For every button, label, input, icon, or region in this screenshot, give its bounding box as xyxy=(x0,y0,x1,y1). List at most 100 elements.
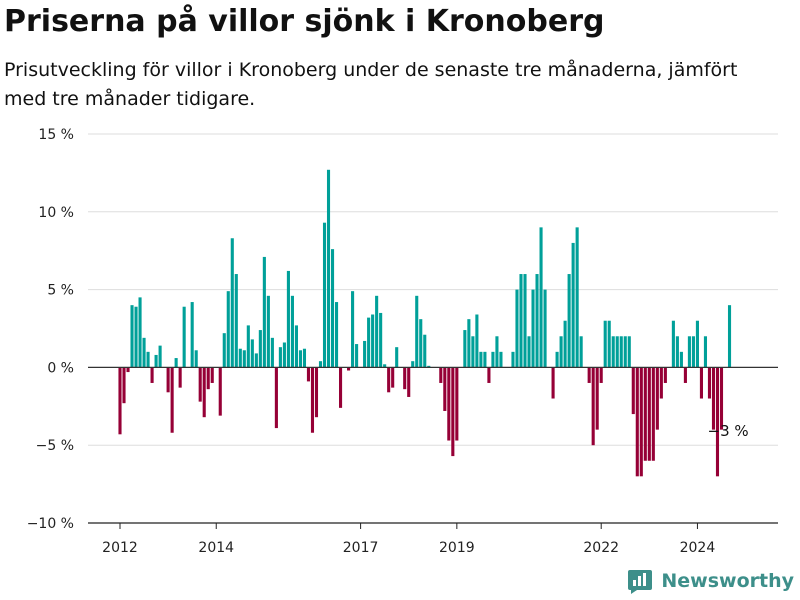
bar xyxy=(302,348,307,368)
bar xyxy=(347,367,351,371)
bar xyxy=(170,367,174,433)
bar xyxy=(395,347,399,368)
bar xyxy=(663,367,667,383)
bar xyxy=(190,302,194,368)
bar xyxy=(339,367,343,408)
bar xyxy=(623,336,627,368)
bar xyxy=(238,348,242,368)
bar xyxy=(671,320,675,368)
bar xyxy=(242,350,246,368)
bar xyxy=(194,350,198,368)
bar xyxy=(439,367,443,383)
newsworthy-logo: Newsworthy xyxy=(627,568,794,594)
bar xyxy=(719,367,724,430)
bar xyxy=(355,344,359,368)
bar xyxy=(383,364,387,368)
last-value-annotation: −3 % xyxy=(708,422,749,440)
bar xyxy=(571,242,575,368)
bar xyxy=(523,274,527,368)
bar xyxy=(138,297,142,368)
bar xyxy=(150,367,154,383)
x-tick-label: 2024 xyxy=(680,540,716,556)
bar xyxy=(218,367,222,416)
bar xyxy=(290,295,294,368)
bar xyxy=(427,365,431,368)
bar xyxy=(635,367,639,477)
x-tick-label: 2022 xyxy=(583,540,619,556)
bar xyxy=(651,367,655,461)
bar xyxy=(487,367,491,383)
bar xyxy=(531,289,535,368)
bar xyxy=(210,367,214,383)
bar xyxy=(419,319,423,368)
bar xyxy=(559,336,563,368)
bar xyxy=(367,317,371,368)
bar xyxy=(643,367,647,461)
bar xyxy=(543,289,547,368)
bar xyxy=(463,330,467,368)
bar xyxy=(146,351,150,368)
bar xyxy=(230,238,234,368)
bar xyxy=(306,367,311,382)
bar xyxy=(711,367,716,430)
bar xyxy=(310,367,315,433)
bar xyxy=(351,291,355,368)
bar xyxy=(683,367,687,383)
bar xyxy=(363,340,367,368)
bar xyxy=(403,367,407,390)
bar xyxy=(254,353,258,368)
bar xyxy=(246,325,250,368)
bar xyxy=(483,351,487,368)
bar xyxy=(250,339,254,368)
bar xyxy=(575,227,579,368)
bar xyxy=(447,367,451,441)
bar xyxy=(330,249,335,368)
bar xyxy=(202,367,206,418)
y-tick-label: 15 % xyxy=(38,127,74,143)
bar xyxy=(703,336,708,368)
bar xyxy=(326,169,331,368)
bar xyxy=(715,367,720,477)
bar xyxy=(471,336,475,368)
bar xyxy=(158,345,162,368)
bar xyxy=(262,256,266,368)
bar xyxy=(298,350,302,368)
bar xyxy=(539,227,543,368)
bar xyxy=(699,367,703,399)
bar xyxy=(707,367,712,399)
bar xyxy=(134,306,138,368)
bar xyxy=(691,336,695,368)
bar xyxy=(278,347,282,368)
bar xyxy=(391,367,395,388)
bar xyxy=(535,274,539,368)
bar xyxy=(491,351,495,368)
bar xyxy=(375,295,379,368)
bar xyxy=(182,306,186,368)
bar xyxy=(607,320,611,368)
bar xyxy=(258,330,262,368)
bar xyxy=(286,270,290,368)
bar xyxy=(294,325,298,368)
bar xyxy=(154,354,158,368)
bar xyxy=(631,367,635,415)
bar xyxy=(318,361,323,368)
bar xyxy=(451,367,455,457)
bar xyxy=(587,367,591,383)
bar xyxy=(118,367,122,435)
bar xyxy=(499,351,503,368)
bar xyxy=(519,274,523,368)
bar xyxy=(142,337,146,368)
bar xyxy=(563,320,567,368)
bar xyxy=(475,314,479,368)
bar xyxy=(687,336,691,368)
bar xyxy=(579,336,583,368)
bar xyxy=(334,302,339,368)
bar xyxy=(527,336,531,368)
newsworthy-logo-text: Newsworthy xyxy=(661,570,794,592)
y-tick-label: 5 % xyxy=(47,283,74,299)
bar xyxy=(567,274,571,368)
bar xyxy=(314,367,319,418)
y-tick-label: −5 % xyxy=(36,438,74,454)
bar xyxy=(222,333,226,368)
